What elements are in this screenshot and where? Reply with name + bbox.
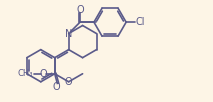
Text: N: N xyxy=(65,29,72,39)
Text: O: O xyxy=(76,6,84,16)
Text: O: O xyxy=(53,82,60,92)
Text: O: O xyxy=(65,77,72,87)
Text: O: O xyxy=(39,69,47,79)
Text: CH₃: CH₃ xyxy=(17,69,33,78)
Text: Cl: Cl xyxy=(136,17,145,27)
